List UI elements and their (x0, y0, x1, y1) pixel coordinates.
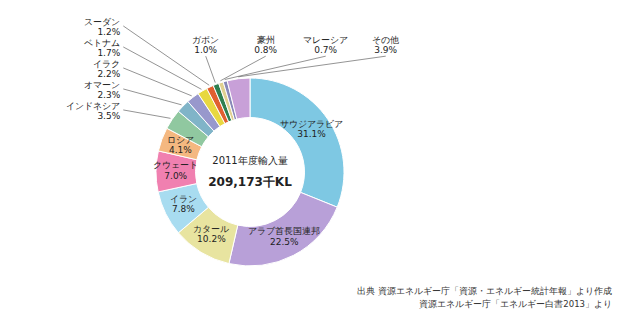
category-label: ガボン (192, 35, 219, 45)
category-label: マレーシア (303, 35, 348, 45)
leader-line (206, 56, 216, 82)
category-label: オマーン (84, 80, 120, 90)
value-label: 1.2% (97, 27, 120, 37)
slice-label: イラク2.2% (93, 59, 120, 79)
value-label: 1.7% (97, 48, 120, 58)
slice-label: カタール10.2% (193, 224, 229, 244)
slice-label: ロシア4.1% (167, 135, 194, 155)
slice-label: サウジアラビア31.1% (280, 119, 343, 139)
center-text: 2011年度輸入量 (212, 155, 287, 166)
slice-label: 豪州0.8% (254, 35, 277, 55)
chart: サウジアラビア31.1% アラブ首長国連邦22.5% カタール10.2% イラン7.8… (0, 0, 620, 315)
category-label: ベトナム (84, 38, 120, 48)
slice-label: ベトナム1.7% (84, 38, 120, 58)
slice (229, 192, 337, 266)
value-label: 2.2% (97, 69, 120, 79)
category-label: イラン (170, 194, 197, 204)
category-label: カタール (193, 224, 229, 234)
labels: サウジアラビア31.1% アラブ首長国連邦22.5% カタール10.2% イラン7.8… (66, 17, 399, 247)
slice (227, 78, 250, 119)
value-label: 3.5% (97, 111, 120, 121)
source-text: 資源エネルギー庁「エネルギー白書2013」より (419, 299, 612, 309)
leader-line (238, 56, 385, 77)
value-label: 0.8% (254, 45, 277, 55)
slice-label: オマーン2.3% (84, 80, 120, 100)
category-label: 豪州 (257, 35, 275, 45)
slice-label: その他3.9% (372, 35, 399, 55)
category-label: インドネシア (66, 101, 120, 111)
source-text: 出典 資源エネルギー庁「資源・エネルギー統計年報」より作成 (357, 286, 612, 296)
slice-label: ガボン1.0% (192, 35, 219, 55)
category-label: イラク (93, 59, 120, 69)
leader-line (225, 56, 326, 79)
value-label: 3.9% (374, 45, 397, 55)
leader-line (123, 68, 191, 96)
value-label: 10.2% (197, 234, 226, 244)
slice-label: マレーシア0.7% (303, 35, 348, 55)
value-label: 4.1% (169, 145, 192, 155)
leader-line (123, 26, 209, 85)
center-text: 209,173千KL (208, 175, 292, 189)
value-label: 2.3% (97, 90, 120, 100)
category-label: ロシア (167, 135, 194, 145)
leader-lines (123, 26, 385, 118)
value-label: 7.8% (172, 204, 195, 214)
slice-label: クウェート7.0% (153, 160, 198, 180)
leader-line (220, 56, 265, 81)
chart-container: サウジアラビア31.1% アラブ首長国連邦22.5% カタール10.2% イラン7.8… (0, 0, 620, 315)
leader-line (123, 89, 181, 105)
value-label: 1.0% (194, 45, 217, 55)
category-label: スーダン (84, 17, 120, 27)
leader-line (123, 110, 170, 118)
value-label: 0.7% (314, 45, 337, 55)
slice-label: イラン7.8% (170, 194, 197, 214)
slice-label: インドネシア3.5% (66, 101, 120, 121)
slices (156, 78, 344, 266)
value-label: 31.1% (297, 129, 326, 139)
category-label: サウジアラビア (280, 119, 343, 129)
slice-label: アラブ首長国連邦22.5% (248, 226, 320, 246)
slice-label: スーダン1.2% (84, 17, 120, 37)
value-label: 7.0% (164, 171, 187, 181)
category-label: クウェート (153, 160, 198, 170)
category-label: その他 (372, 35, 399, 45)
category-label: アラブ首長国連邦 (248, 226, 320, 236)
value-label: 22.5% (270, 237, 299, 247)
